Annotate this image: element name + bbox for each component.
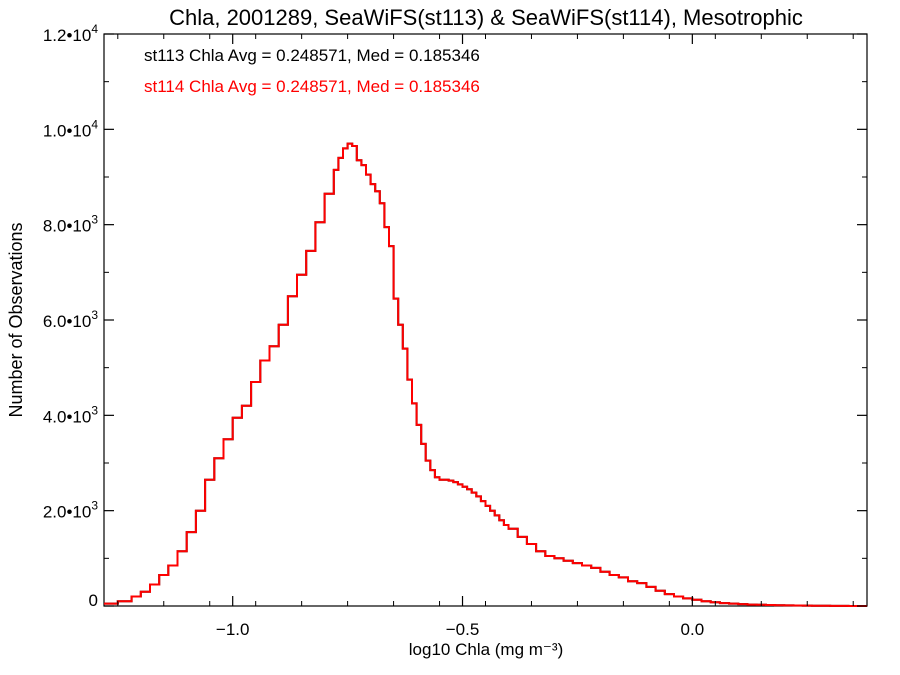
y-tick-label-6: 1.2•104 [43, 22, 99, 45]
series-line-1 [104, 142, 867, 607]
y-tick-label-3: 6.0•103 [43, 308, 99, 331]
plot-frame [103, 33, 868, 607]
y-tick-label-1: 2.0•103 [43, 499, 99, 522]
x-tick-label-1: −0.5 [446, 620, 480, 639]
annotation-st113: st113 Chla Avg = 0.248571, Med = 0.18534… [144, 46, 480, 65]
x-tick-label-2: 0.0 [681, 620, 705, 639]
x-tick-label-0: −1.0 [216, 620, 250, 639]
y-axis-label: Number of Observations [6, 222, 26, 417]
ticks-layer: −1.0 −0.5 0.0 0 2.0•103 4.0•103 6.0•103 8.0•103… [43, 22, 867, 639]
x-axis-label: log10 Chla (mg m⁻³) [409, 640, 563, 659]
y-tick-label-0: 0 [89, 591, 98, 610]
y-tick-label-2: 4.0•103 [43, 403, 99, 426]
series-line-0 [104, 142, 867, 607]
series-layer [104, 142, 867, 607]
y-tick-label-4: 8.0•103 [43, 213, 99, 236]
chart-title: Chla, 2001289, SeaWiFS(st113) & SeaWiFS(… [169, 5, 803, 30]
annotation-st114: st114 Chla Avg = 0.248571, Med = 0.18534… [144, 77, 480, 96]
y-tick-label-5: 1.0•104 [43, 117, 99, 140]
